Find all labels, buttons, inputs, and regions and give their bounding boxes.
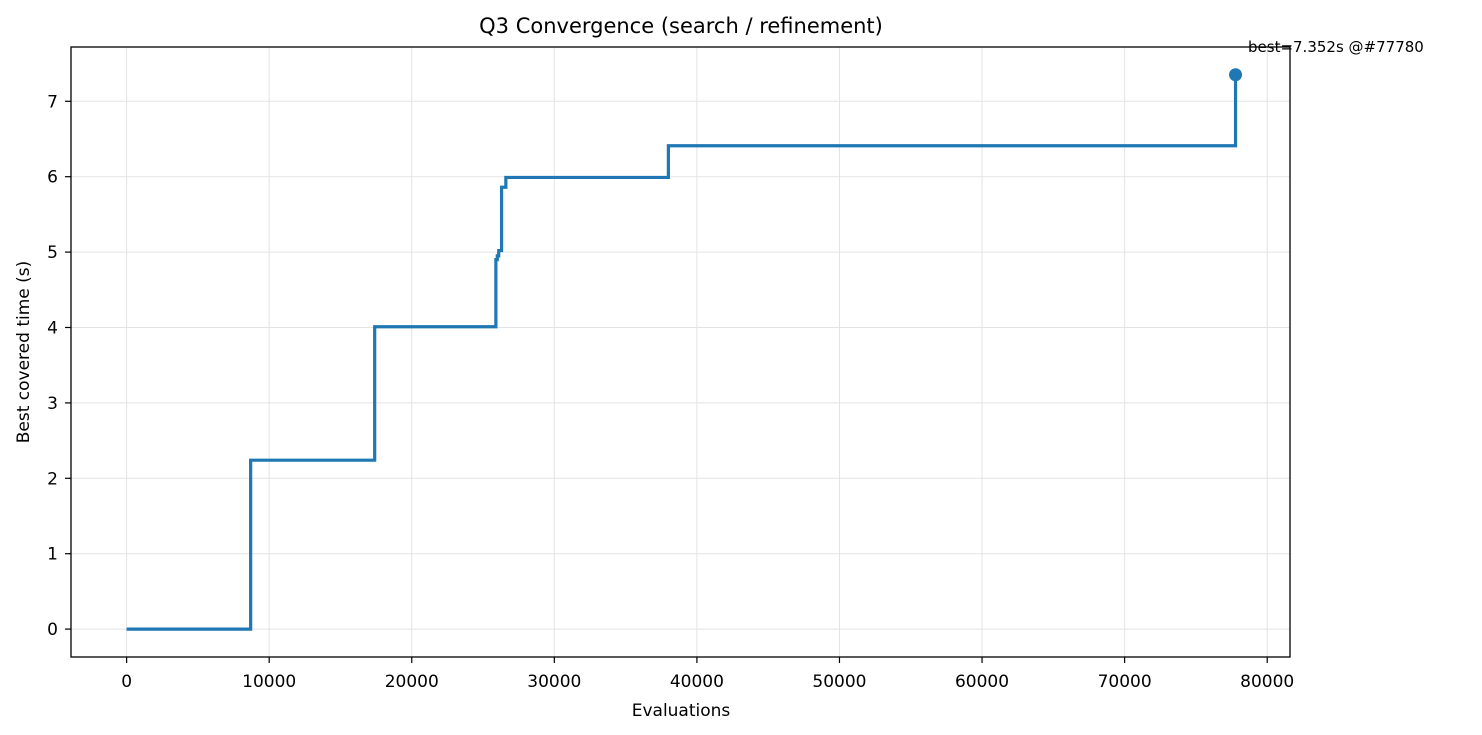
best-point-marker — [1229, 68, 1243, 82]
x-tick-label: 40000 — [670, 672, 724, 692]
x-tick-label: 0 — [121, 672, 132, 692]
x-axis-label: Evaluations — [632, 701, 731, 721]
best-annotation: best=7.352s @#77780 — [1248, 38, 1424, 56]
y-tick-label: 1 — [47, 545, 58, 565]
y-axis-label: Best covered time (s) — [14, 261, 34, 444]
chart-title: Q3 Convergence (search / refinement) — [479, 14, 883, 38]
y-tick-label: 4 — [47, 318, 58, 338]
y-tick-label: 7 — [47, 92, 58, 112]
y-tick-label: 2 — [47, 469, 58, 489]
x-tick-label: 10000 — [242, 672, 296, 692]
y-tick-label: 5 — [47, 243, 58, 263]
series-layer — [126, 68, 1243, 631]
x-tick-label: 80000 — [1240, 672, 1294, 692]
x-axis-ticks: 0 10000 20000 30000 40000 50000 60000 70000 8000… — [121, 657, 1294, 692]
plot-area — [70, 46, 1291, 658]
x-tick-label: 20000 — [385, 672, 439, 692]
y-tick-label: 3 — [47, 394, 58, 414]
y-tick-label: 0 — [47, 620, 58, 640]
x-tick-label: 60000 — [955, 672, 1009, 692]
x-tick-label: 50000 — [812, 672, 866, 692]
convergence-line — [126, 74, 1238, 631]
x-tick-label: 30000 — [527, 672, 581, 692]
y-tick-label: 6 — [47, 168, 58, 188]
y-axis-ticks: 0 1 2 3 4 5 6 7 — [47, 92, 71, 640]
grid — [71, 47, 1290, 657]
x-tick-label: 70000 — [1098, 672, 1152, 692]
